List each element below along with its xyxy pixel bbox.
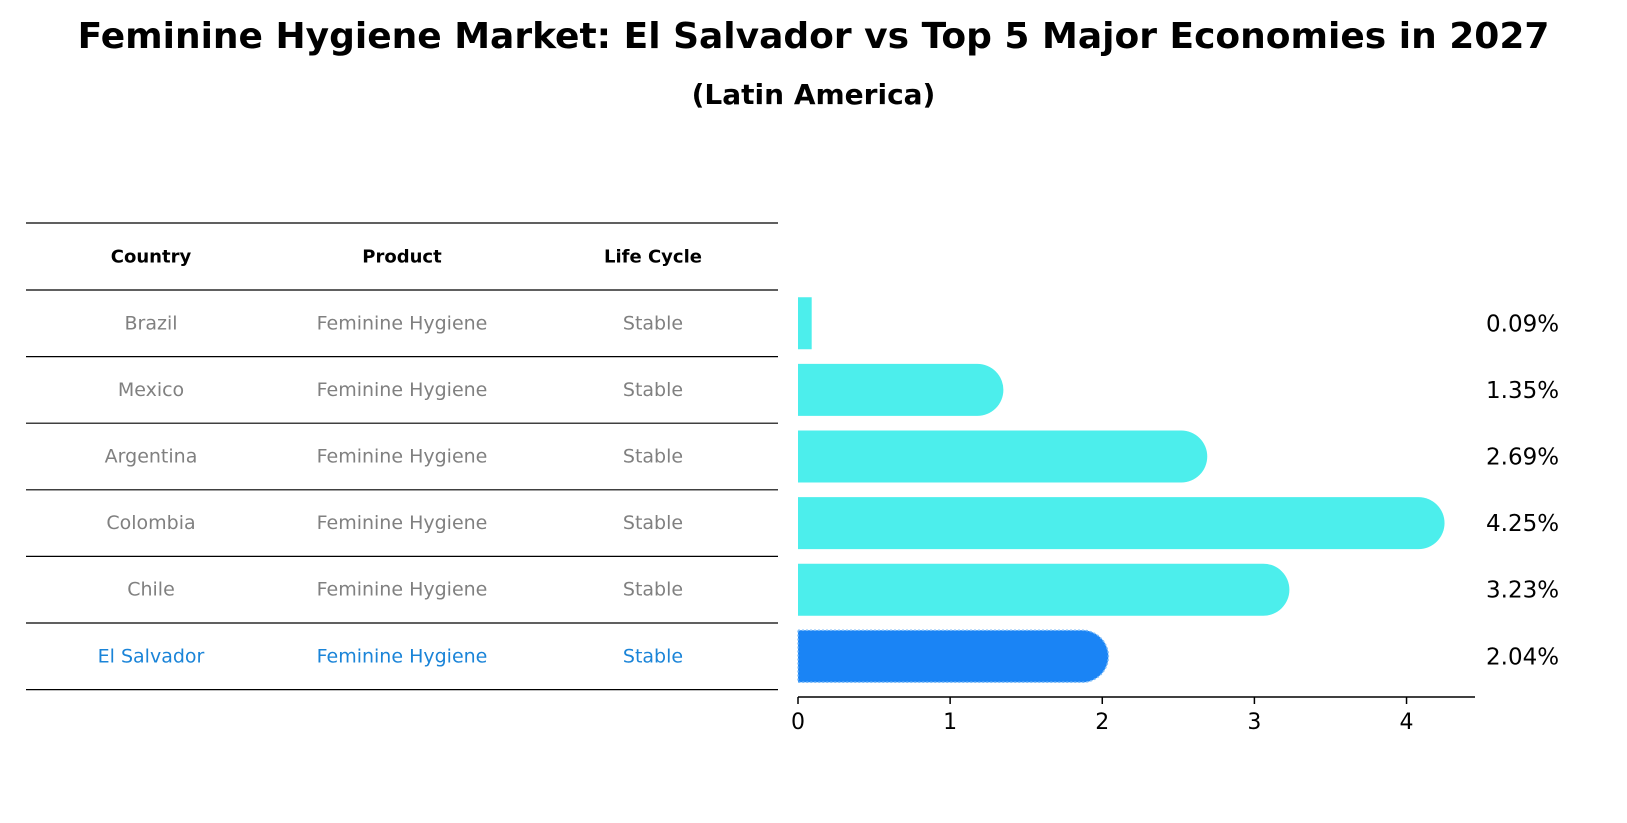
cell-product: Feminine Hygiene bbox=[317, 579, 488, 601]
table-row: Chile Feminine Hygiene Stable bbox=[127, 579, 683, 601]
bar-argentina bbox=[798, 430, 1208, 483]
x-tick-label: 4 bbox=[1400, 710, 1414, 735]
cell-product: Feminine Hygiene bbox=[317, 312, 488, 334]
cell-country: Brazil bbox=[124, 312, 177, 334]
value-label: 3.23% bbox=[1486, 578, 1559, 604]
chart-title: Feminine Hygiene Market: El Salvador vs … bbox=[77, 16, 1550, 57]
data-table: Country Product Life Cycle Brazil Feminine H… bbox=[26, 222, 778, 691]
cell-country: Argentina bbox=[105, 446, 198, 468]
cell-country: Colombia bbox=[106, 512, 195, 534]
x-axis: 0 1 2 3 4 bbox=[791, 696, 1475, 735]
bar-series bbox=[797, 297, 1445, 684]
cell-life-cycle: Stable bbox=[623, 512, 683, 534]
table-row: Argentina Feminine Hygiene Stable bbox=[105, 446, 683, 468]
x-tick-label: 3 bbox=[1247, 710, 1261, 735]
cell-life-cycle: Stable bbox=[623, 312, 683, 334]
value-label: 0.09% bbox=[1486, 311, 1559, 337]
cell-product: Feminine Hygiene bbox=[317, 446, 488, 468]
cell-country: Mexico bbox=[118, 379, 184, 401]
header-country: Country bbox=[111, 247, 192, 268]
table-row: Colombia Feminine Hygiene Stable bbox=[106, 512, 683, 534]
value-label: 1.35% bbox=[1486, 378, 1559, 404]
value-label: 2.69% bbox=[1486, 445, 1559, 471]
bar-chile bbox=[798, 563, 1290, 616]
bar-brazil bbox=[798, 297, 812, 350]
cell-life-cycle: Stable bbox=[623, 379, 683, 401]
value-labels: 0.09% 1.35% 2.69% 4.25% 3.23% 2.04% bbox=[1486, 311, 1559, 670]
header-life-cycle: Life Cycle bbox=[604, 247, 702, 268]
x-tick-label: 1 bbox=[943, 710, 957, 735]
cell-life-cycle: Stable bbox=[623, 645, 683, 667]
cell-country: El Salvador bbox=[98, 645, 205, 667]
table-row: Mexico Feminine Hygiene Stable bbox=[118, 379, 683, 401]
value-label: 2.04% bbox=[1486, 644, 1559, 670]
table-row: Brazil Feminine Hygiene Stable bbox=[124, 312, 683, 334]
x-tick-label: 2 bbox=[1095, 710, 1109, 735]
bar-el-salvador bbox=[797, 629, 1110, 684]
cell-life-cycle: Stable bbox=[623, 446, 683, 468]
cell-country: Chile bbox=[127, 579, 175, 601]
cell-product: Feminine Hygiene bbox=[317, 512, 488, 534]
cell-life-cycle: Stable bbox=[623, 579, 683, 601]
bar-mexico bbox=[798, 363, 1004, 416]
x-tick-label: 0 bbox=[791, 710, 805, 735]
header-product: Product bbox=[362, 247, 442, 268]
cell-product: Feminine Hygiene bbox=[317, 645, 488, 667]
bar-colombia bbox=[798, 497, 1445, 550]
cell-product: Feminine Hygiene bbox=[317, 379, 488, 401]
value-label: 4.25% bbox=[1486, 511, 1559, 537]
chart-subtitle: (Latin America) bbox=[691, 78, 936, 111]
table-row: El Salvador Feminine Hygiene Stable bbox=[98, 645, 683, 667]
